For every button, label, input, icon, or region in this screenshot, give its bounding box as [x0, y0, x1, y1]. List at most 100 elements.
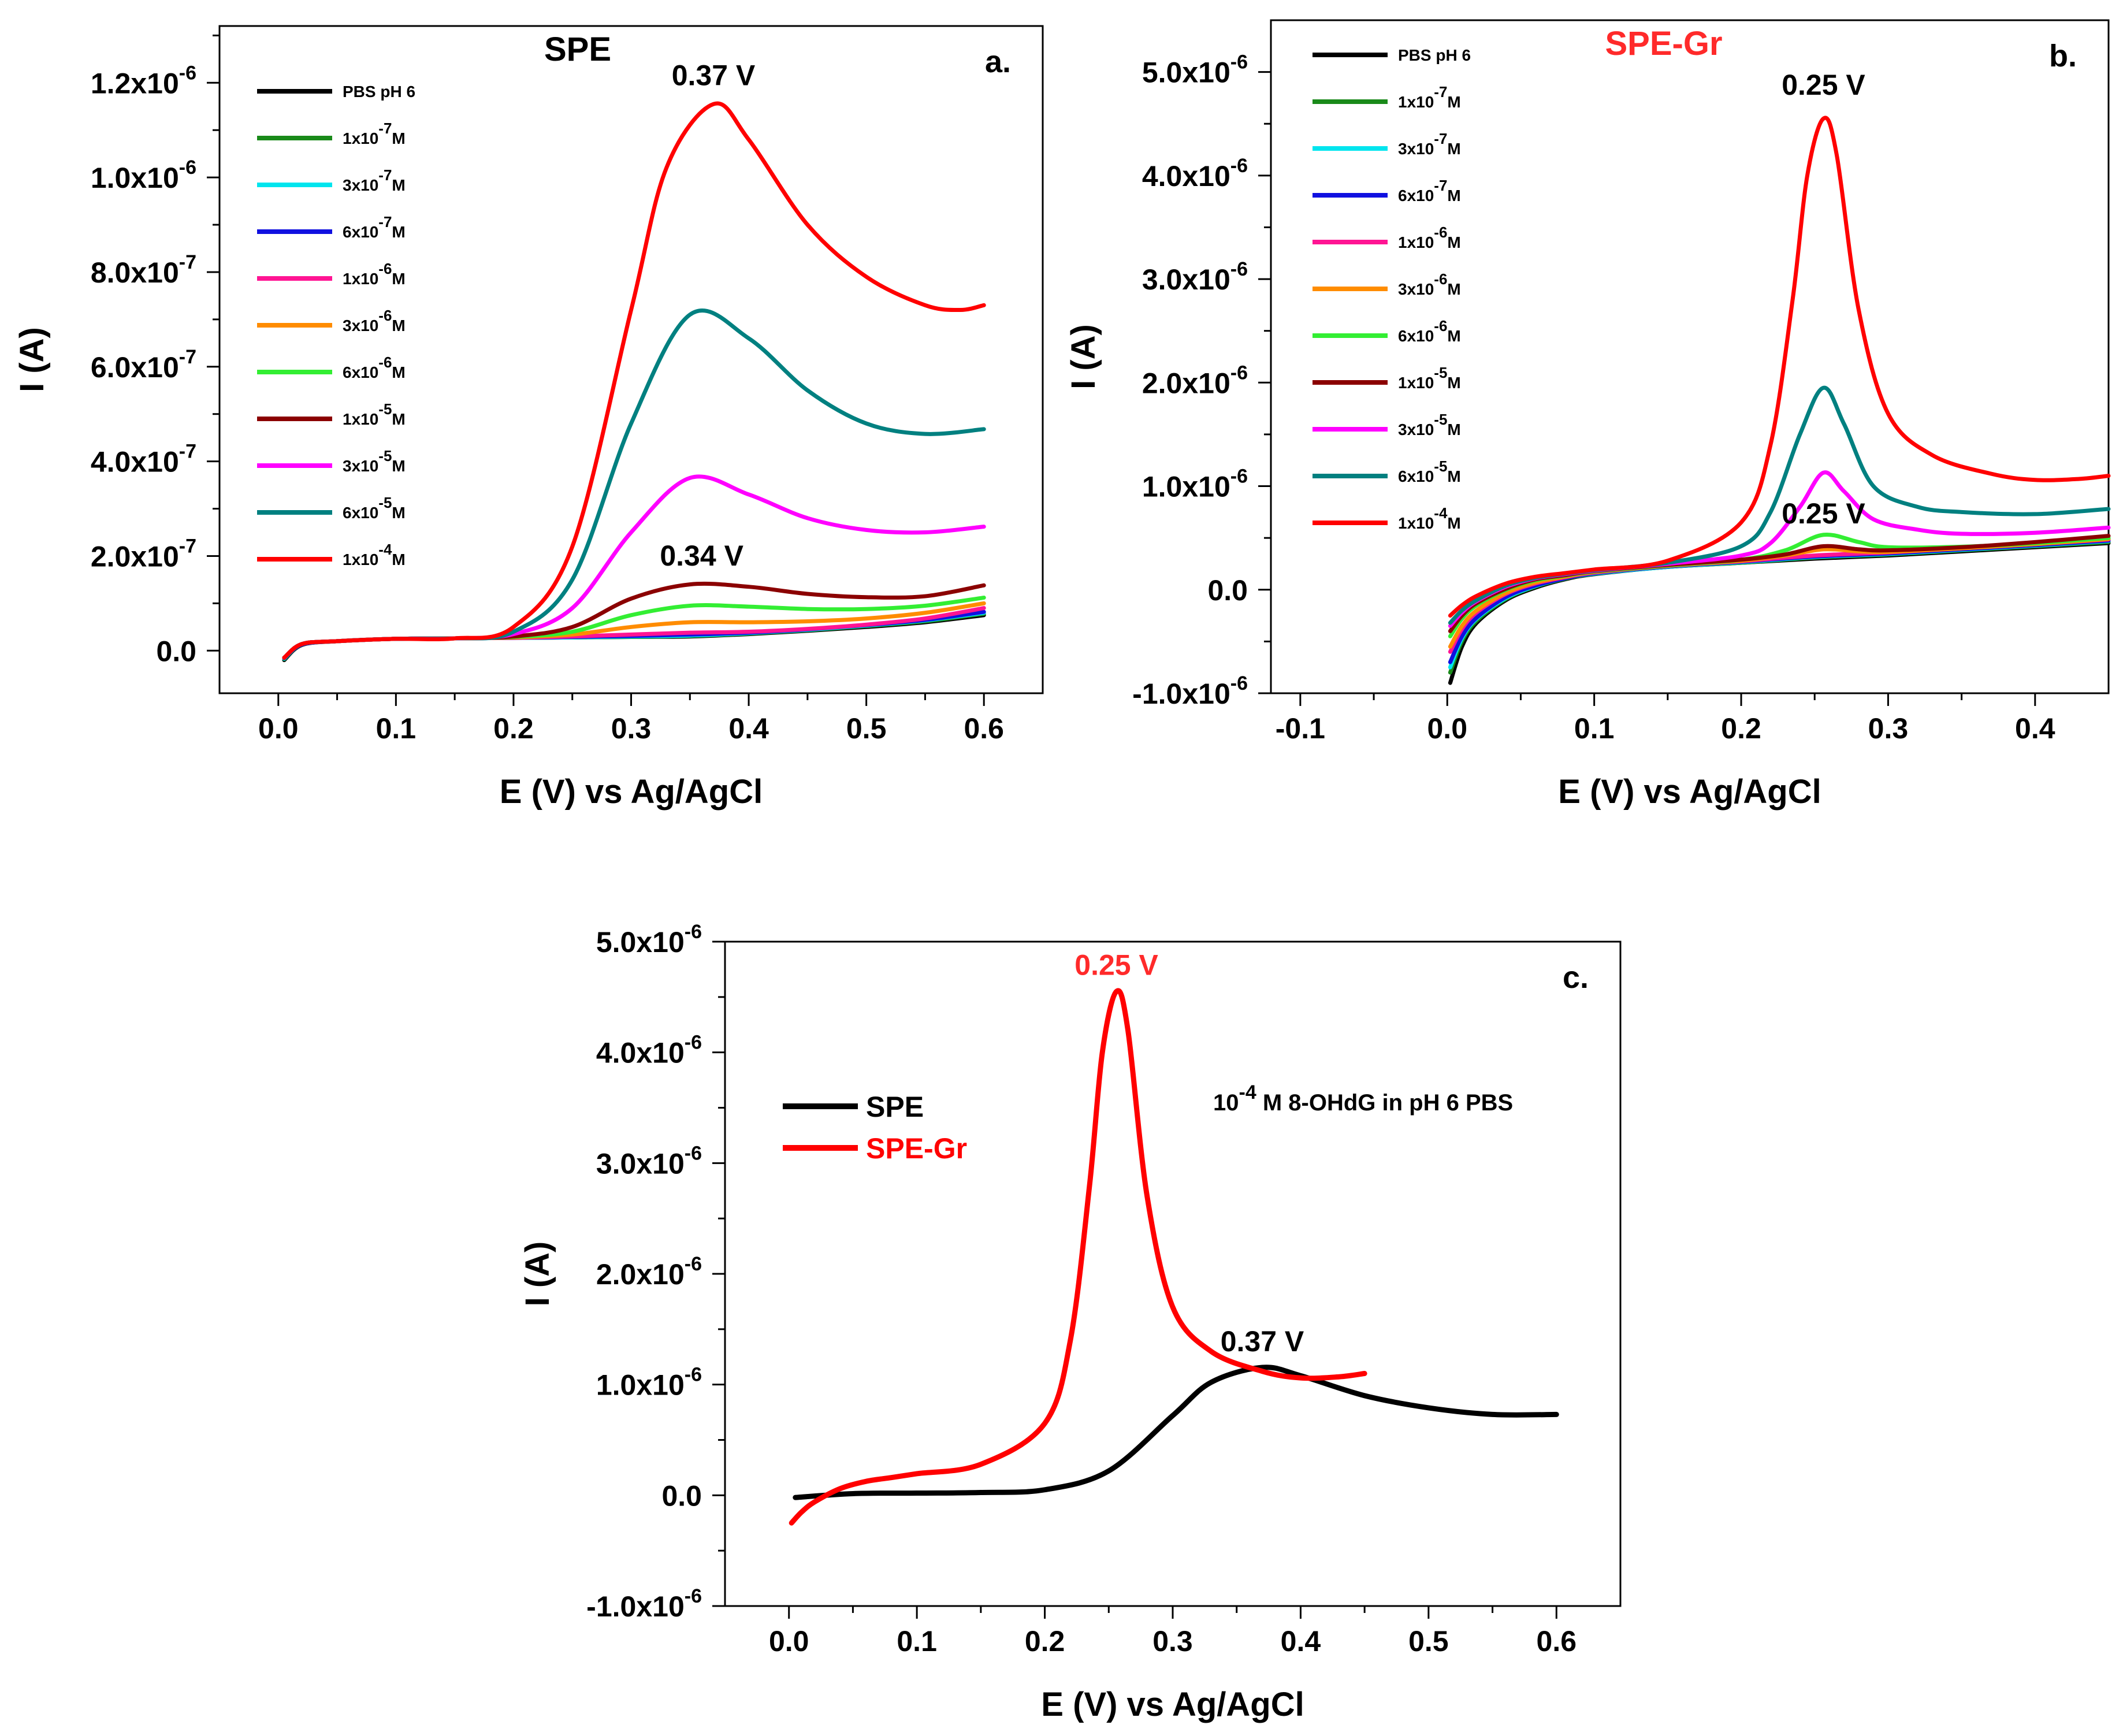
y-tick-label: 0.0 [1207, 574, 1248, 607]
y-tick-exponent: -6 [179, 157, 196, 179]
y-tick-mantissa: 0.0 [661, 1479, 702, 1512]
y-tick-mantissa: 4.0x10 [91, 446, 179, 478]
legend-label-exponent: -6 [1434, 317, 1447, 334]
legend-label-unit: M [1447, 187, 1460, 205]
x-axis-label: E (V) vs Ag/AgCl [1558, 773, 1821, 811]
peak-annotation: 0.37 V [1221, 1325, 1304, 1358]
x-tick-label: 0.2 [1025, 1625, 1065, 1657]
legend-label: PBS pH 6 [343, 83, 415, 101]
panel-label: c. [1563, 960, 1589, 995]
y-tick-mantissa: 1.0x10 [91, 162, 179, 194]
y-tick-label: 1.0x10-6 [1142, 466, 1248, 503]
x-axis-label: E (V) vs Ag/AgCl [1041, 1686, 1304, 1723]
y-tick-exponent: -6 [1230, 258, 1248, 280]
y-tick-exponent: -6 [685, 1585, 702, 1607]
x-axis-label: E (V) vs Ag/AgCl [500, 773, 763, 811]
series-line-b-10 [1448, 116, 2111, 618]
legend-label-unit: M [1447, 233, 1460, 251]
legend-label: 3x10-6M [343, 307, 406, 334]
legend-label: SPE [866, 1091, 924, 1123]
panel-label: a. [985, 44, 1011, 79]
panel-c-chart: 0.0 0.1 0.2 0.3 0.4 0.5 0.6-1.0x10-60.01.0x10-… [519, 921, 1622, 1723]
legend-label: 6x10-7M [343, 213, 406, 241]
y-tick-exponent: -6 [685, 1032, 702, 1054]
legend-label: SPE-Gr [866, 1132, 967, 1165]
legend-label-exponent: -6 [378, 307, 392, 324]
legend-label-unit: M [392, 457, 405, 475]
y-tick-exponent: -6 [685, 921, 702, 943]
legend-label-exponent: -7 [378, 120, 392, 137]
legend-label: PBS pH 6 [1398, 46, 1471, 64]
legend-label-exponent: -7 [378, 213, 392, 231]
y-tick-mantissa: 0.0 [1207, 574, 1248, 607]
y-tick-label: 6.0x10-7 [91, 346, 196, 384]
y-axis-label: I (A) [519, 1241, 556, 1307]
legend-label-text: 1x10 [343, 551, 378, 568]
legend-label: 1x10-7M [1398, 83, 1461, 111]
legend-label-unit: M [1447, 514, 1460, 532]
x-tick-label: 0.6 [964, 712, 1004, 745]
y-tick-exponent: -6 [1230, 362, 1248, 384]
legend-label: 1x10-6M [343, 260, 406, 288]
y-tick-exponent: -6 [1230, 466, 1248, 488]
y-tick-mantissa: 2.0x10 [1142, 367, 1230, 399]
series-line-a-10 [282, 101, 986, 660]
y-tick-label: 2.0x10-6 [596, 1253, 702, 1291]
y-tick-label: -1.0x10-6 [1132, 672, 1248, 710]
x-tick-label: 0.4 [728, 712, 769, 745]
legend-label-text: SPE-Gr [866, 1132, 967, 1165]
legend-label: 1x10-4M [1398, 504, 1461, 532]
y-tick-label: 8.0x10-7 [91, 251, 196, 289]
series-line-c-0 [793, 1365, 1559, 1500]
legend-label-text: 3x10 [1398, 140, 1434, 158]
legend-label-text: 3x10 [343, 317, 378, 334]
x-tick-label: 0.1 [897, 1625, 937, 1657]
y-tick-exponent: -6 [1230, 51, 1248, 73]
x-tick-label: -0.1 [1276, 712, 1325, 745]
x-tick-label: 0.2 [1721, 712, 1761, 745]
x-tick-label: 0.1 [1574, 712, 1615, 745]
legend-label-text: 1x10 [343, 410, 378, 428]
legend-label-unit: M [392, 504, 405, 522]
y-tick-mantissa: -1.0x10 [586, 1590, 685, 1623]
y-axis-label: I (A) [1065, 324, 1102, 389]
y-tick-label: 3.0x10-6 [596, 1142, 702, 1180]
y-tick-label: 5.0x10-6 [596, 921, 702, 958]
y-tick-mantissa: 3.0x10 [596, 1147, 685, 1180]
chart-title: SPE [544, 31, 611, 68]
legend-label: 1x10-4M [343, 541, 406, 568]
legend-label-unit: M [1447, 327, 1460, 345]
y-tick-mantissa: -1.0x10 [1132, 678, 1230, 710]
legend-label-text: 3x10 [343, 457, 378, 475]
legend-label-exponent: -6 [378, 260, 392, 277]
y-tick-exponent: -6 [1230, 155, 1248, 177]
legend-label-exponent: -5 [1434, 364, 1447, 381]
y-tick-label: 4.0x10-6 [1142, 155, 1248, 192]
legend-label-exponent: -5 [378, 447, 392, 464]
peak-annotation: 0.25 V [1782, 497, 1865, 530]
legend-label-unit: M [1447, 467, 1460, 485]
legend-label-text: 3x10 [1398, 421, 1434, 438]
legend-label-exponent: -7 [378, 166, 392, 184]
legend-label-exponent: -5 [378, 400, 392, 418]
legend-label-text: PBS pH 6 [1398, 46, 1471, 64]
legend-label-exponent: -4 [1434, 504, 1448, 522]
x-tick-label: 0.3 [1152, 1625, 1193, 1657]
legend-label-unit: M [1447, 280, 1460, 298]
legend-label: 3x10-7M [343, 166, 406, 194]
chart-note-suffix: M 8-OHdG in pH 6 PBS [1256, 1090, 1513, 1116]
legend-label-exponent: -6 [378, 354, 392, 371]
y-tick-label: 4.0x10-7 [91, 441, 196, 478]
legend-label-unit: M [392, 363, 405, 381]
legend-label-exponent: -6 [1434, 270, 1447, 288]
x-tick-label: 0.3 [1868, 712, 1909, 745]
peak-annotation: 0.34 V [660, 540, 743, 572]
legend-label-text: 3x10 [343, 176, 378, 194]
legend-label-exponent: -7 [1434, 130, 1447, 147]
legend-label-unit: M [392, 317, 405, 334]
legend-label-unit: M [1447, 374, 1460, 392]
peak-annotation: 0.25 V [1074, 949, 1158, 982]
y-tick-exponent: -7 [179, 251, 196, 273]
x-tick-label: 0.2 [493, 712, 534, 745]
